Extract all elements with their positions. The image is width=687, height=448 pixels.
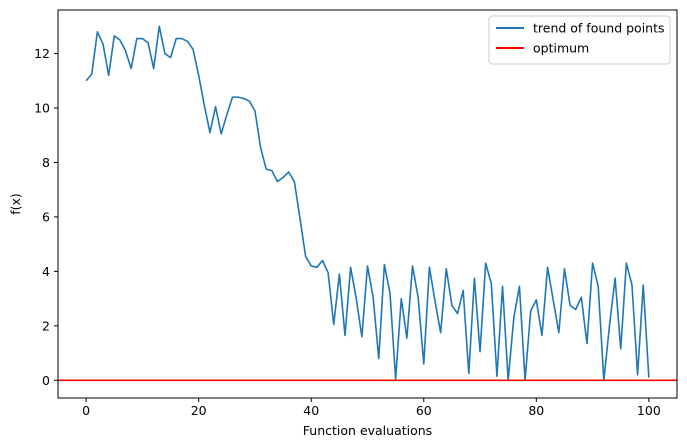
y-tick-label: 8	[42, 155, 50, 170]
y-tick-label: 10	[34, 101, 50, 116]
series-line-trend	[85, 25, 650, 382]
y-tick-label: 0	[42, 373, 50, 388]
legend-label-optimum: optimum	[533, 41, 589, 56]
x-axis: 0 20 40 60 80 100	[82, 398, 661, 418]
x-tick-label: 100	[637, 403, 661, 418]
x-tick-label: 40	[303, 403, 319, 418]
series-lines	[58, 25, 677, 382]
x-tick-label: 0	[82, 403, 90, 418]
y-tick-label: 2	[42, 318, 50, 333]
x-tick-label: 60	[416, 403, 432, 418]
x-tick-label: 20	[191, 403, 207, 418]
legend: trend of found points optimum	[488, 15, 671, 65]
x-tick-label: 80	[528, 403, 544, 418]
y-axis-label: f(x)	[8, 193, 23, 215]
y-tick-label: 12	[34, 46, 50, 61]
x-axis-label: Function evaluations	[303, 423, 432, 438]
y-tick-label: 6	[42, 209, 50, 224]
legend-box	[488, 15, 671, 65]
y-tick-label: 4	[42, 264, 50, 279]
y-axis: 0 2 4 6 8 10 12	[34, 46, 58, 388]
legend-label-trend: trend of found points	[533, 21, 665, 36]
plot-area-frame	[57, 9, 678, 399]
